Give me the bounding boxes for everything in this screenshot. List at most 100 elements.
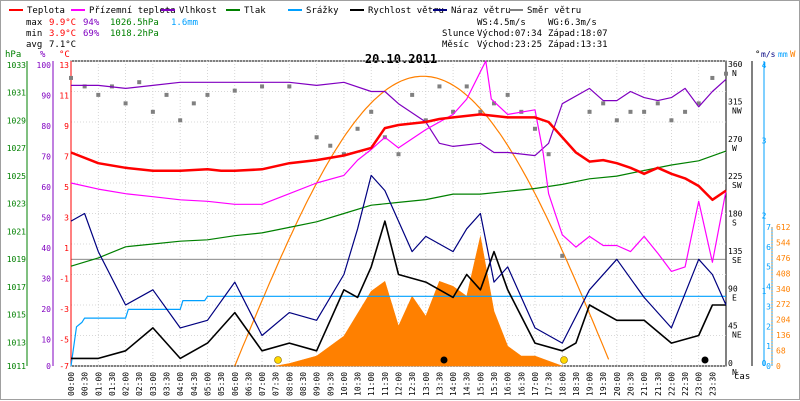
- w-tick-label: 68: [776, 347, 786, 356]
- dir-name-label: SW: [732, 181, 742, 190]
- legend-label: Přízemní teplota: [89, 6, 176, 16]
- time-tick-label: 18:30: [572, 372, 581, 396]
- pct-tick-label: 80: [41, 122, 51, 131]
- series-wind-dir-point: [710, 75, 715, 80]
- series-wind-dir-point: [287, 84, 292, 89]
- time-tick-label: 22:30: [681, 372, 690, 396]
- time-tick-label: 21:00: [640, 372, 649, 396]
- time-tick-label: 14:30: [463, 372, 472, 396]
- hpa-tick-label: 1033: [7, 61, 26, 70]
- pct-tick-label: 50: [41, 214, 51, 223]
- time-tick-label: 15:00: [476, 372, 485, 396]
- mm-tick-label: 2: [766, 322, 771, 331]
- w-tick-label: 204: [776, 316, 791, 325]
- legend-label: Srážky: [306, 6, 339, 16]
- time-tick-label: 14:00: [449, 372, 458, 396]
- time-tick-label: 08:30: [299, 372, 308, 396]
- time-tick-label: 01:30: [108, 372, 117, 396]
- temp-tick-label: -1: [59, 275, 69, 284]
- time-tick-label: 09:30: [326, 372, 335, 396]
- series-wind-dir-point: [505, 92, 510, 97]
- time-tick-label: 05:30: [217, 372, 226, 396]
- hpa-tick-label: 1027: [7, 144, 26, 153]
- wind-gust-info: WG:6.3m/s: [548, 18, 597, 28]
- series-wind-dir-point: [560, 253, 565, 258]
- series-wind-dir-point: [369, 109, 374, 114]
- sunset-marker-icon: [560, 356, 568, 364]
- stats-max-label: max: [26, 18, 43, 28]
- w-tick-label: 544: [776, 238, 791, 247]
- hpa-tick-label: 1023: [7, 200, 26, 209]
- mm-tick-label: 0: [766, 362, 771, 371]
- dir-name-label: NE: [732, 331, 742, 340]
- series-solar-area: [275, 236, 563, 367]
- time-tick-label: 07:00: [258, 372, 267, 396]
- stats-min-hum: 69%: [83, 29, 100, 39]
- dir-name-label: E: [732, 293, 737, 302]
- solar-theoretical-line: [234, 75, 610, 367]
- pct-tick-label: 60: [41, 183, 51, 192]
- time-tick-label: 06:30: [244, 372, 253, 396]
- legend-label: Teplota: [27, 6, 65, 16]
- stats-min-label: min: [26, 29, 42, 39]
- dir-name-label: W: [732, 144, 737, 153]
- time-tick-label: 13:30: [435, 372, 444, 396]
- series-wind-dir-point: [205, 92, 210, 97]
- temp-tick-label: 9: [64, 122, 69, 131]
- ms-tick-label: 3: [762, 136, 767, 145]
- dir-deg-label: 225: [728, 172, 743, 181]
- series-wind-dir-point: [260, 84, 265, 89]
- sun-set: Západ:18:07: [548, 29, 608, 39]
- time-tick-label: 23:00: [695, 372, 704, 396]
- series-wind-dir-point: [164, 92, 169, 97]
- pct-tick-label: 100: [37, 61, 52, 70]
- series-line: [70, 150, 727, 267]
- time-tick-label: 08:00: [285, 372, 294, 396]
- legend: Teplota Přízemní teplota Vlhkost Tlak Srážky…: [9, 6, 581, 16]
- pct-unit: %: [40, 50, 46, 60]
- series-wind-dir-point: [642, 109, 647, 114]
- series-wind-dir-point: [669, 118, 674, 123]
- time-tick-label: 16:00: [504, 372, 513, 396]
- series-wind-dir-point: [355, 126, 360, 131]
- series-wind-dir-point: [96, 92, 101, 97]
- series-line: [70, 295, 726, 367]
- w-tick-label: 0: [776, 362, 781, 371]
- stats-avg-temp: 7.1°C: [49, 40, 76, 50]
- series-wind-dir-point: [410, 92, 415, 97]
- series-wind-dir-point: [451, 109, 456, 114]
- series-wind-dir-point: [478, 109, 483, 114]
- mm-tick-label: 4: [766, 283, 771, 292]
- time-tick-label: 03:30: [163, 372, 172, 396]
- series-line: [70, 174, 727, 344]
- pct-tick-label: 90: [41, 92, 51, 101]
- series-wind-dir-point: [150, 109, 155, 114]
- temp-tick-label: -3: [59, 305, 69, 314]
- hpa-unit: hPa: [5, 50, 21, 60]
- time-tick-label: 02:00: [122, 372, 131, 396]
- series-wind-dir-point: [601, 101, 606, 106]
- time-tick-label: 04:30: [190, 372, 199, 396]
- series-wind-dir-point: [628, 109, 633, 114]
- series-wind-dir-point: [683, 109, 688, 114]
- series-wind-dir-point: [137, 80, 142, 85]
- ms-tick-label: 0: [762, 359, 767, 368]
- time-tick-label: 06:00: [231, 372, 240, 396]
- hpa-tick-label: 1013: [7, 338, 26, 347]
- time-tick-label: 12:30: [408, 372, 417, 396]
- time-tick-label: 12:00: [395, 372, 404, 396]
- dir-name-label: N: [732, 368, 737, 377]
- pct-tick-label: 0: [46, 362, 51, 371]
- pct-tick-label: 20: [41, 305, 51, 314]
- sun-rise: Východ:07:34: [477, 29, 542, 39]
- series-wind-dir-point: [69, 75, 73, 80]
- dir-deg-label: 180: [728, 210, 743, 219]
- time-tick-label: 20:00: [613, 372, 622, 396]
- dir-deg-label: 45: [728, 322, 738, 331]
- temp-tick-label: -7: [59, 362, 69, 371]
- time-tick-label: 04:00: [176, 372, 185, 396]
- wind-speed-info: WS:4.5m/s: [477, 18, 526, 28]
- series-wind-dir-point: [423, 118, 428, 123]
- stats-max-press: 1026.5hPa: [110, 18, 159, 28]
